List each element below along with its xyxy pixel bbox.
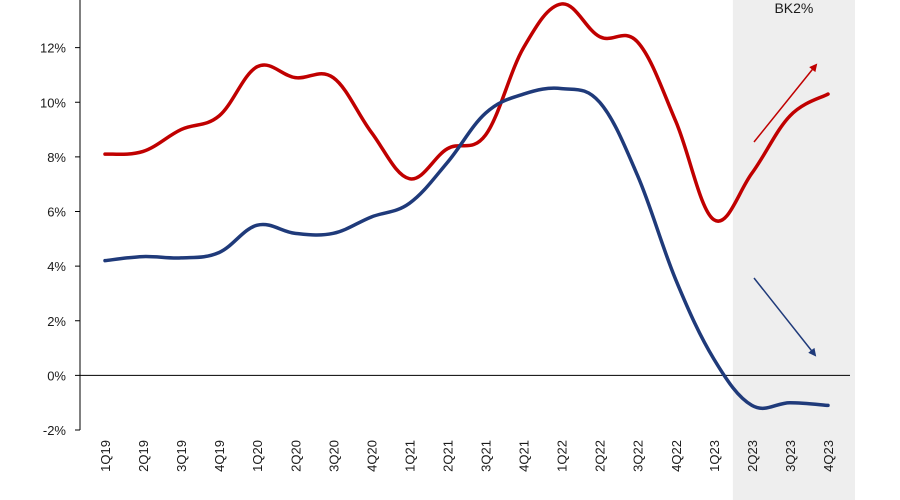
x-tick-label: 1Q19 <box>98 440 113 472</box>
trend-arrows <box>753 63 818 357</box>
x-tick-label: 4Q23 <box>821 440 836 472</box>
series-line-2 <box>103 86 830 411</box>
y-tick-label: 0% <box>47 368 66 383</box>
y-tick-label: 6% <box>47 205 66 220</box>
x-tick-label: 3Q23 <box>783 440 798 472</box>
x-tick-label: 3Q21 <box>479 440 494 472</box>
x-tick-label: 1Q23 <box>707 440 722 472</box>
y-tick-label: 2% <box>47 314 66 329</box>
x-tick-label: 1Q21 <box>402 440 417 472</box>
x-tick-label: 3Q20 <box>326 440 341 472</box>
series-line-1 <box>103 2 830 223</box>
y-tick-label: 10% <box>40 95 66 110</box>
y-axis: -2% 0% 2% 4% 6% 8% 10% 12% 14% <box>40 0 81 438</box>
x-tick-label: 3Q22 <box>631 440 646 472</box>
x-tick-label: 2Q21 <box>440 440 455 472</box>
y-tick-label: -2% <box>43 423 67 438</box>
x-tick-label: 2Q23 <box>745 440 760 472</box>
x-tick-label: 4Q21 <box>517 440 532 472</box>
x-tick-label: 4Q20 <box>364 440 379 472</box>
x-tick-label: 3Q19 <box>174 440 189 472</box>
x-axis: 1Q19 2Q19 3Q19 4Q19 1Q20 2Q20 3Q20 4Q20 1Q21 2Q21… <box>98 440 836 472</box>
x-tick-label: 2Q19 <box>136 440 151 472</box>
x-tick-label: 1Q20 <box>250 440 265 472</box>
y-tick-label: 4% <box>47 259 66 274</box>
x-tick-label: 2Q22 <box>593 440 608 472</box>
x-tick-label: 4Q22 <box>669 440 684 472</box>
forecast-shaded-region <box>732 0 855 500</box>
x-tick-label: 1Q22 <box>555 440 570 472</box>
y-tick-label: 8% <box>47 150 66 165</box>
trend-arrow-down <box>753 277 817 357</box>
x-tick-label: 2Q20 <box>288 440 303 472</box>
forecast-region-label: BK2% <box>774 0 813 16</box>
x-tick-label: 4Q19 <box>212 440 227 472</box>
trend-arrow-up <box>753 63 818 143</box>
y-tick-label: 14% <box>40 0 66 1</box>
y-tick-label: 12% <box>40 41 66 56</box>
series-group <box>103 2 830 411</box>
